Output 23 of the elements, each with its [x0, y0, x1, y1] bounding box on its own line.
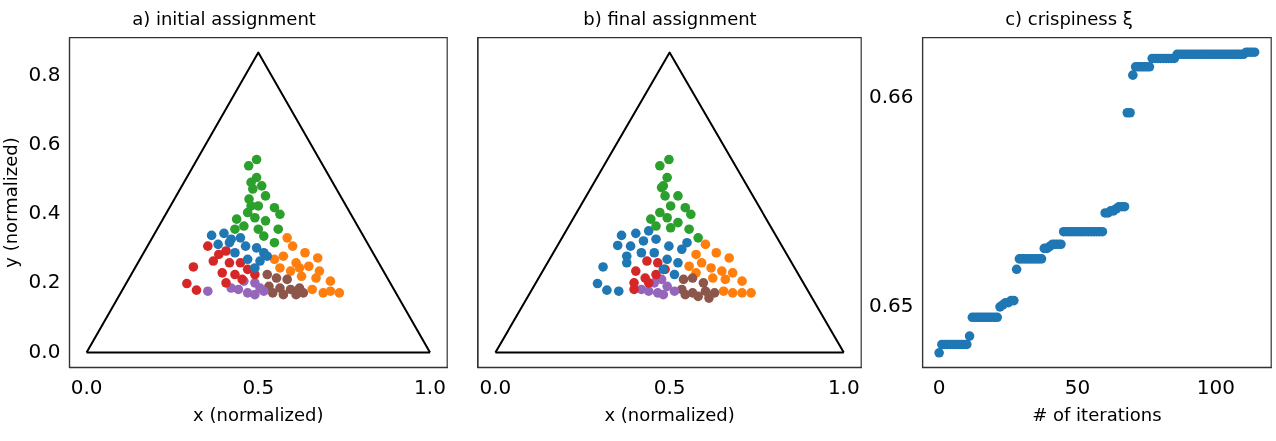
x-tick-label: 100: [1196, 374, 1235, 399]
x-tick-label: 1.0: [414, 374, 446, 399]
y-tick-label: 0.4: [28, 200, 61, 225]
chart-title: b) final assignment: [583, 8, 757, 30]
x-tick-label: 1.0: [827, 374, 860, 399]
x-tick-label: 0.0: [70, 374, 103, 399]
y-tick-label: 0.2: [28, 269, 61, 294]
y-tick-label: 0.6: [28, 130, 61, 155]
x-axis-title: # of iterations: [1032, 403, 1162, 425]
x-tick-label: 0.5: [242, 374, 275, 399]
x-tick-label: 0.0: [479, 374, 512, 399]
y-tick-label: 0.66: [869, 84, 914, 109]
chart-title: a) initial assignment: [132, 8, 316, 30]
chart-title: c) crispiness ξ: [1005, 8, 1133, 30]
y-axis-title: y (normalized): [0, 137, 22, 268]
y-tick-label: 0.8: [28, 61, 61, 86]
x-axis-title: x (normalized): [604, 403, 735, 425]
y-tick-label: 0.65: [869, 293, 914, 318]
x-tick-label: 50: [1064, 374, 1091, 399]
x-tick-label: 0: [932, 374, 946, 399]
x-axis-title: x (normalized): [193, 403, 324, 425]
x-tick-label: 0.5: [653, 374, 686, 399]
y-tick-label: 0.0: [28, 338, 61, 363]
